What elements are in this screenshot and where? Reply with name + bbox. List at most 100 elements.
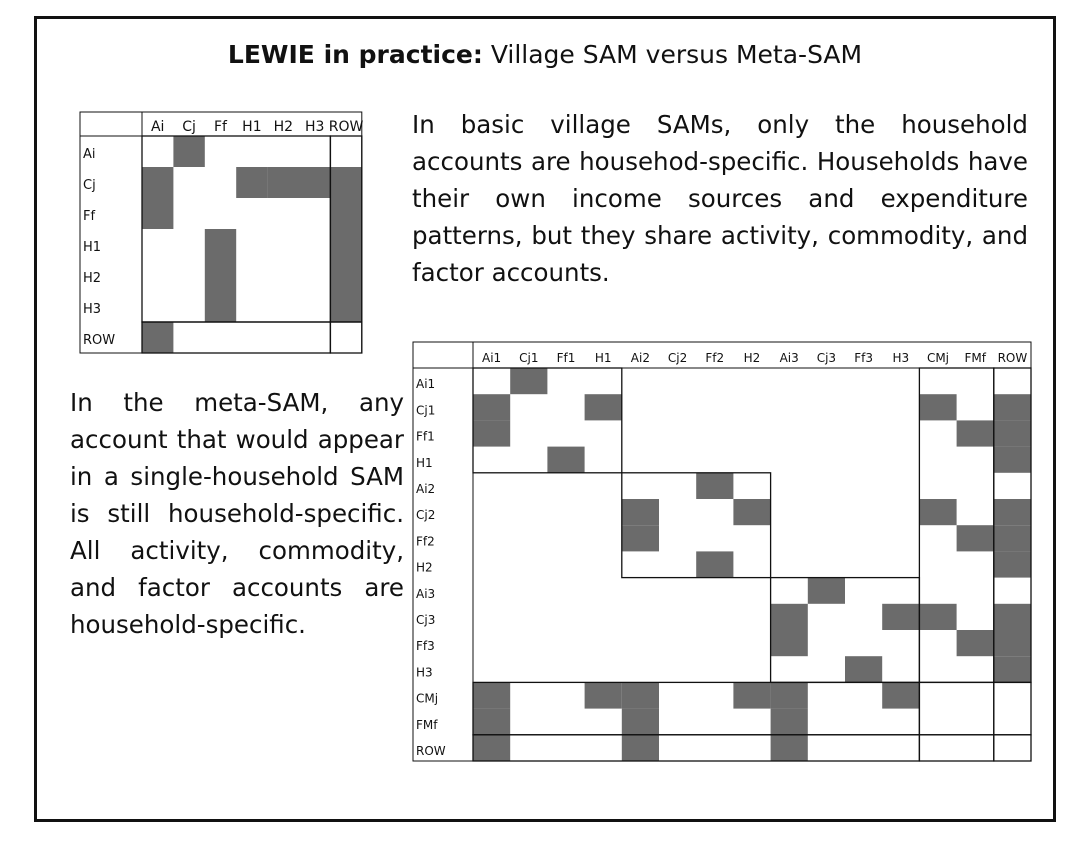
meta-cell-rFf2-cAi2	[621, 525, 659, 552]
village-cell-rH2-cFf	[204, 260, 237, 291]
meta-cell-rCj2-cAi2	[621, 499, 659, 526]
village-col-label-H2: H2	[274, 119, 293, 135]
village-cell-rH1-cROW	[330, 229, 362, 260]
meta-row-label-Cj1: Cj1	[416, 403, 435, 417]
meta-block-9	[918, 734, 995, 762]
meta-row-label-H3: H3	[416, 665, 433, 679]
meta-cell-rCj1-cAi1	[473, 394, 511, 421]
village-col-label-Cj: Cj	[182, 119, 196, 135]
meta-row-label-Ff3: Ff3	[416, 639, 435, 653]
meta-col-label-H2: H2	[744, 351, 761, 365]
meta-cell-rFMf-cAi1	[473, 708, 511, 735]
meta-row-label-Ff2: Ff2	[416, 534, 435, 548]
meta-block-1	[621, 472, 772, 579]
meta-cell-rH2-cFf2	[696, 551, 734, 578]
meta-row-label-CMj: CMj	[416, 692, 438, 706]
village-cell-rFf-cAi	[142, 198, 174, 229]
meta-cell-rH3-cROW	[993, 656, 1031, 683]
village-cell-rAi-cCj	[173, 136, 205, 167]
paragraph-village-sam: In basic village SAMs, only the househol…	[412, 110, 1028, 287]
meta-cell-rCMj-cAi1	[473, 682, 511, 709]
meta-cell-rFf3-cFMf	[956, 630, 994, 657]
meta-cell-rCj1-cROW	[993, 394, 1031, 421]
village-cell-rFf-cROW	[330, 198, 362, 229]
village-cell-rCj-cROW	[330, 167, 362, 198]
village-row-label-Cj: Cj	[83, 178, 96, 193]
meta-block-10	[993, 734, 1032, 762]
meta-col-label-Ff2: Ff2	[705, 351, 724, 365]
village-block-3	[329, 321, 363, 354]
village-cell-rCj-cH3	[299, 167, 331, 198]
meta-cell-rCj3-cCMj	[919, 603, 957, 630]
meta-cell-rCj1-cH1	[584, 394, 622, 421]
village-cell-rH3-cROW	[330, 291, 362, 322]
meta-cell-rCj3-cH3	[882, 603, 920, 630]
village-col-label-Ai: Ai	[151, 119, 164, 135]
meta-cell-rAi2-cFf2	[696, 472, 734, 499]
meta-col-label-ROW: ROW	[998, 351, 1028, 365]
meta-col-label-FMf: FMf	[964, 351, 986, 365]
village-col-label-H1: H1	[242, 119, 261, 135]
meta-col-label-Cj1: Cj1	[519, 351, 538, 365]
village-row-label-Ff: Ff	[83, 209, 95, 224]
meta-cell-rFf1-cAi1	[473, 420, 511, 447]
meta-row-label-Ff1: Ff1	[416, 430, 435, 444]
meta-col-label-Cj2: Cj2	[668, 351, 687, 365]
meta-cell-rAi3-cCj3	[807, 577, 845, 604]
meta-cell-rCj3-cROW	[993, 603, 1031, 630]
title-bold: LEWIE in practice:	[227, 40, 483, 69]
meta-row-label-H1: H1	[416, 456, 433, 470]
meta-cell-rFf3-cROW	[993, 630, 1031, 657]
village-sam-matrix: Ai Cj Ff H1 H2 H3 ROW Ai Cj Ff H1 H2 H3 ROW	[79, 111, 364, 354]
meta-cell-rAi1-cCj1	[510, 368, 548, 395]
village-col-label-ROW: ROW	[329, 119, 364, 135]
meta-block-6	[918, 681, 995, 736]
village-cell-rCj-cH1	[236, 167, 268, 198]
meta-cell-rFMf-cAi3	[770, 708, 808, 735]
meta-cell-rFf2-cFMf	[956, 525, 994, 552]
village-row-label-ROW: ROW	[83, 333, 115, 348]
meta-col-label-Ai1: Ai1	[482, 351, 501, 365]
meta-cell-rCMj-cH3	[882, 682, 920, 709]
meta-row-label-Ai2: Ai2	[416, 482, 435, 496]
village-row-label-H2: H2	[83, 271, 101, 286]
village-col-label-Ff: Ff	[214, 119, 228, 135]
meta-col-label-Ff3: Ff3	[854, 351, 873, 365]
meta-cell-rH1-cROW	[993, 446, 1031, 473]
meta-cell-rCMj-cH2	[733, 682, 771, 709]
village-row-label-H3: H3	[83, 302, 101, 317]
meta-row-label-FMf: FMf	[416, 718, 438, 732]
meta-cell-rH3-cFf3	[845, 656, 883, 683]
meta-col-label-Ff1: Ff1	[557, 351, 576, 365]
title-rest: Village SAM versus Meta-SAM	[482, 40, 863, 69]
meta-col-label-Cj3: Cj3	[817, 351, 836, 365]
village-cell-rROW-cAi	[142, 322, 174, 353]
meta-block-7	[993, 681, 1032, 736]
meta-cell-rROW-cAi3	[770, 734, 808, 761]
paragraph-meta-sam: In the meta-SAM, any account that would …	[70, 388, 404, 639]
village-cell-rCj-cH2	[267, 167, 299, 198]
meta-cell-rFf2-cROW	[993, 525, 1031, 552]
meta-cell-rH2-cROW	[993, 551, 1031, 578]
meta-block-5	[472, 681, 921, 736]
meta-cell-rCj2-cH2	[733, 499, 771, 526]
meta-row-label-Cj2: Cj2	[416, 508, 435, 522]
meta-col-label-H3: H3	[892, 351, 909, 365]
meta-col-label-Ai2: Ai2	[631, 351, 650, 365]
meta-sam-matrix: Ai1 Cj1 Ff1 H1 Ai2 Cj2 Ff2 H2 Ai3 Cj3 Ff3 H3 CMj FMf R…	[412, 341, 1032, 762]
meta-cell-rCj2-cROW	[993, 499, 1031, 526]
meta-row-label-Ai3: Ai3	[416, 587, 435, 601]
meta-row-label-Cj3: Cj3	[416, 613, 435, 627]
meta-col-label-CMj: CMj	[927, 351, 949, 365]
meta-cell-rCj2-cCMj	[919, 499, 957, 526]
village-cell-rH3-cFf	[204, 291, 237, 322]
meta-cell-rH1-cFf1	[547, 446, 585, 473]
meta-col-label-H1: H1	[595, 351, 612, 365]
meta-cell-rROW-cAi1	[473, 734, 511, 761]
meta-cell-rCj3-cAi3	[770, 603, 808, 630]
meta-block-0	[472, 367, 623, 474]
village-cell-rCj-cAi	[142, 167, 174, 198]
village-row-label-Ai: Ai	[83, 147, 96, 162]
meta-cell-rCMj-cAi3	[770, 682, 808, 709]
meta-cell-rFf1-cROW	[993, 420, 1031, 447]
